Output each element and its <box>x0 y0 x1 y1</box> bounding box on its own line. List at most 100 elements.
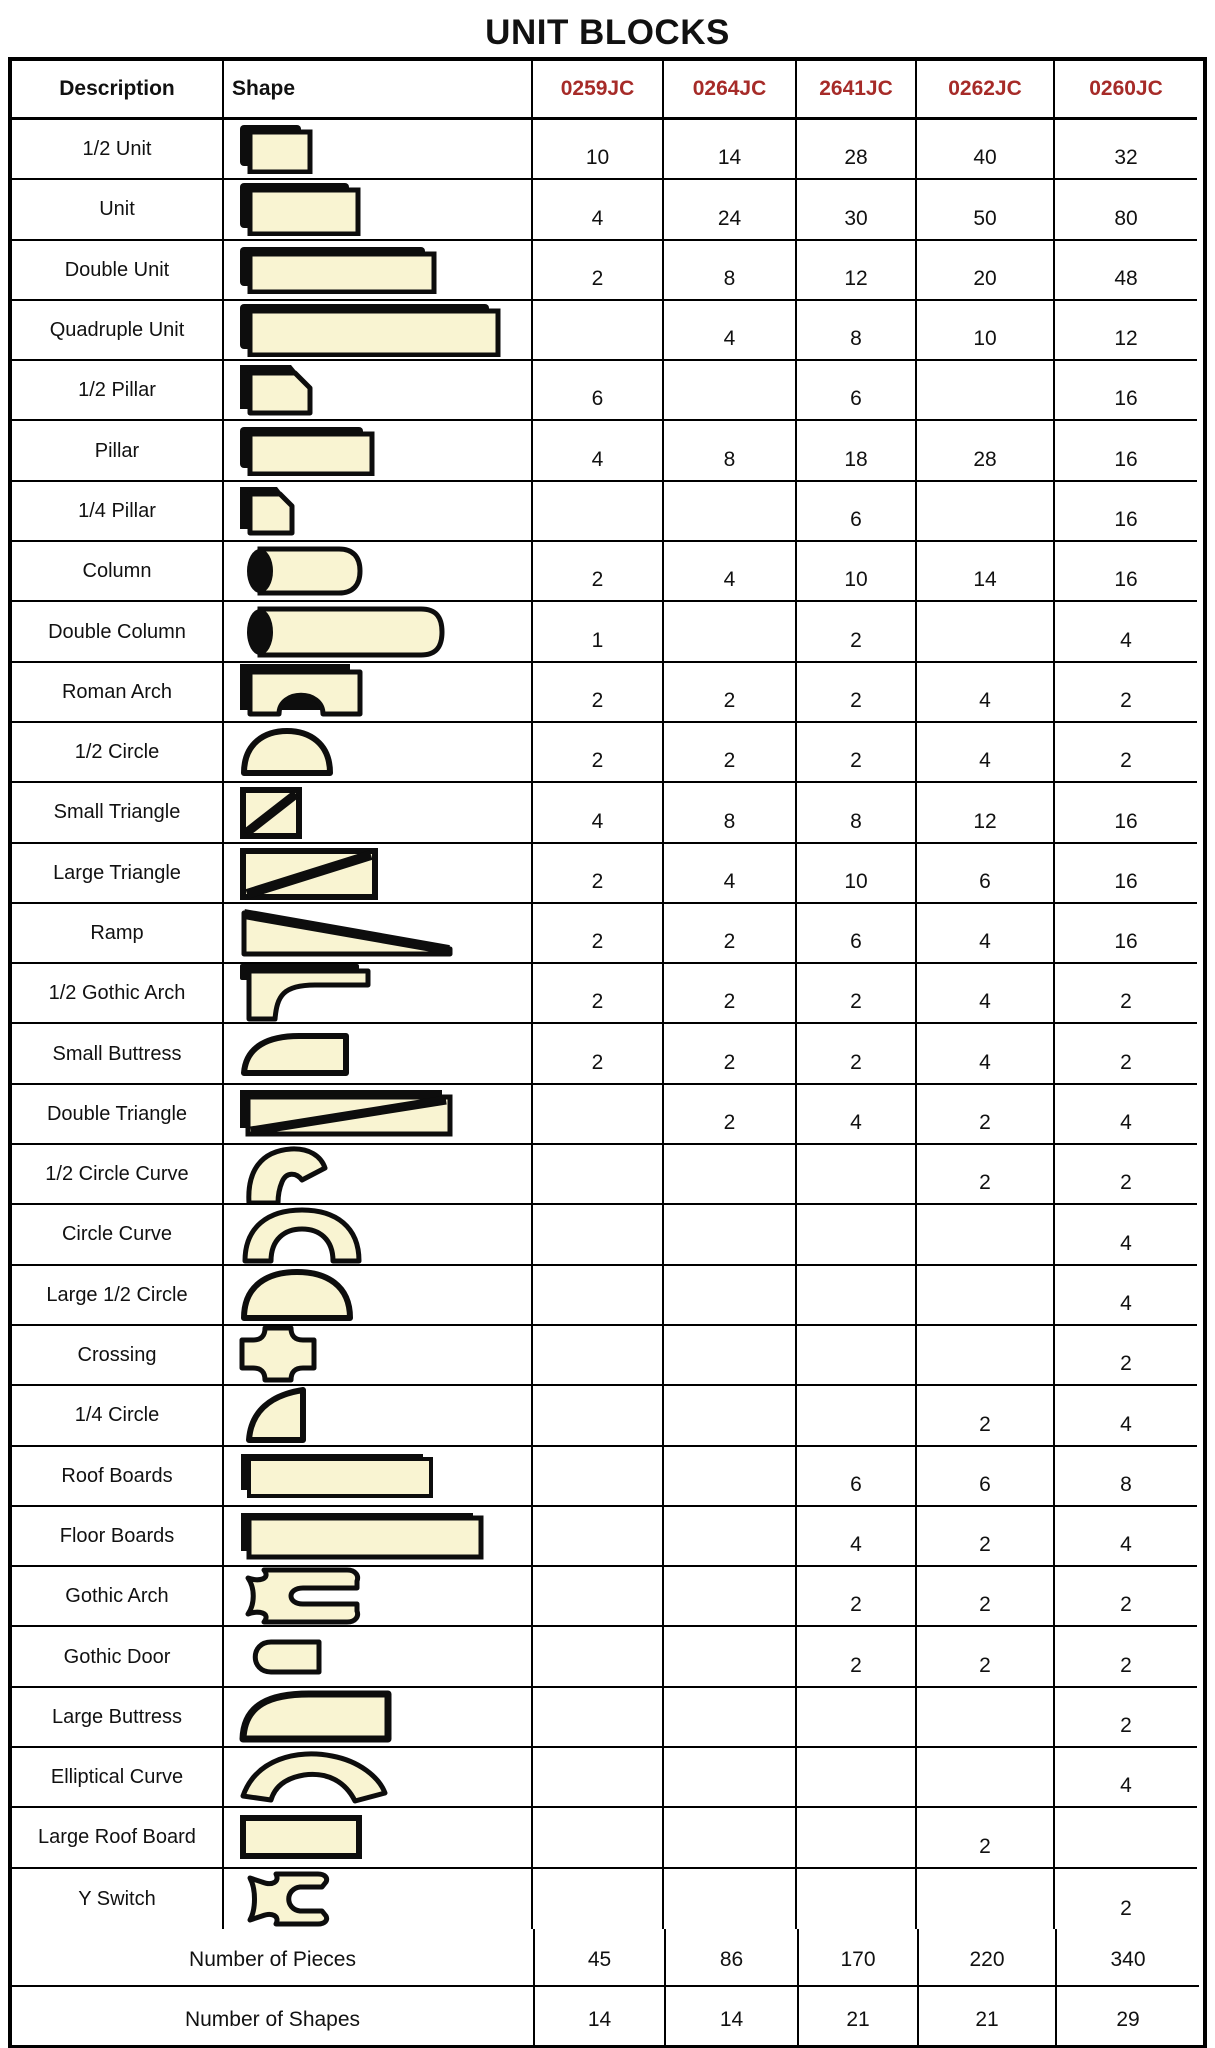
quantity-cell: 2 <box>1055 1145 1197 1206</box>
quantity-cell <box>664 1446 797 1507</box>
quantity-cell: 4 <box>664 843 797 904</box>
quantity-cell: 2 <box>664 1084 797 1146</box>
block-description: Roof Boards <box>12 1446 224 1507</box>
table-row: Large 1/2 Circle 4 <box>12 1265 1203 1326</box>
quantity-cell <box>664 1627 797 1688</box>
table-row: Unit 4 24 30 50 80 <box>12 180 1203 241</box>
table-body: 1/2 Unit 10 14 28 40 32 Unit 4 24 30 50 80 Double Un… <box>12 120 1203 1929</box>
quantity-cell: 2 <box>797 722 917 784</box>
quantity-cell <box>533 481 664 543</box>
quantity-cell <box>664 1687 797 1749</box>
table-row: Gothic Arch 2 2 2 <box>12 1567 1203 1628</box>
quadruple-unit-block-icon <box>224 300 533 362</box>
block-description: Y Switch <box>12 1868 224 1929</box>
quantity-cell: 2 <box>533 903 664 965</box>
quantity-cell: 16 <box>1055 904 1197 965</box>
large-roof-board-block-icon <box>224 1808 533 1869</box>
quantity-cell: 2 <box>917 1386 1055 1447</box>
block-description: Small Buttress <box>12 1024 224 1085</box>
quantity-cell: 4 <box>1055 1507 1197 1568</box>
summary-quantity-cell: 21 <box>799 1986 919 2045</box>
unit-blocks-table: Description Shape 0259JC 0264JC 2641JC 0262… <box>8 57 1207 2048</box>
quantity-cell <box>917 1265 1055 1326</box>
quantity-cell <box>797 1868 917 1929</box>
quantity-cell: 10 <box>797 843 917 904</box>
block-description: Crossing <box>12 1325 224 1387</box>
block-description: 1/4 Pillar <box>12 481 224 543</box>
quantity-cell <box>664 602 797 663</box>
column-header-product-code: 0259JC <box>533 61 664 120</box>
quantity-cell <box>797 1325 917 1387</box>
summary-quantity-cell: 170 <box>799 1928 919 1987</box>
quantity-cell <box>533 1627 664 1688</box>
table-row: Small Triangle 4 8 8 12 16 <box>12 783 1203 844</box>
column-header-product-code: 2641JC <box>797 61 917 120</box>
table-row: Floor Boards 4 2 4 <box>12 1506 1203 1568</box>
block-description: Quadruple Unit <box>12 300 224 362</box>
quantity-cell <box>797 1386 917 1447</box>
quantity-cell <box>533 1506 664 1568</box>
quantity-cell: 1 <box>533 602 664 663</box>
quantity-cell: 16 <box>1055 482 1197 543</box>
quantity-cell: 6 <box>797 903 917 965</box>
unit-block-icon <box>224 180 533 241</box>
block-description: Floor Boards <box>12 1506 224 1568</box>
roman-arch-block-icon <box>224 662 533 723</box>
quantity-cell: 30 <box>797 180 917 241</box>
quantity-cell: 6 <box>797 1446 917 1507</box>
column-header-shape: Shape <box>224 61 533 120</box>
quantity-cell <box>533 1084 664 1146</box>
quantity-cell: 2 <box>533 662 664 723</box>
quantity-cell <box>917 1687 1055 1749</box>
quantity-cell <box>917 602 1055 663</box>
roof-boards-block-icon <box>224 1446 533 1507</box>
quantity-cell: 2 <box>1055 1567 1197 1628</box>
table-row: Roof Boards 6 6 8 <box>12 1446 1203 1507</box>
table-row: Roman Arch 2 2 2 4 2 <box>12 662 1203 723</box>
quantity-cell: 4 <box>1055 1205 1197 1266</box>
summary-quantity-cell: 86 <box>666 1928 799 1987</box>
quantity-cell: 2 <box>1055 723 1197 784</box>
table-row: Large Triangle 2 4 10 6 16 <box>12 843 1203 904</box>
summary-quantity-cell: 45 <box>535 1928 666 1987</box>
quantity-cell: 4 <box>1055 1748 1197 1809</box>
quantity-cell: 2 <box>533 843 664 904</box>
summary-quantity-cell: 14 <box>666 1986 799 2045</box>
quantity-cell <box>664 1808 797 1869</box>
half-gothic-arch-block-icon <box>224 964 533 1025</box>
table-row: 1/2 Circle 2 2 2 4 2 <box>12 722 1203 784</box>
quantity-cell <box>664 481 797 543</box>
summary-quantity-cell: 29 <box>1116 2007 1140 2031</box>
table-row: 1/4 Pillar 6 16 <box>12 481 1203 543</box>
quantity-cell: 6 <box>917 843 1055 904</box>
quantity-cell: 2 <box>533 542 664 603</box>
table-row: 1/2 Gothic Arch 2 2 2 4 2 <box>12 964 1203 1025</box>
quantity-cell <box>664 1265 797 1326</box>
quantity-cell: 4 <box>797 1506 917 1568</box>
quantity-cell: 10 <box>917 300 1055 362</box>
large-half-circle-block-icon <box>224 1265 533 1326</box>
quantity-cell: 4 <box>917 662 1055 723</box>
quantity-cell: 2 <box>917 1627 1055 1688</box>
quantity-cell: 2 <box>797 1024 917 1085</box>
table-row: 1/2 Unit 10 14 28 40 32 <box>12 120 1203 181</box>
quantity-cell: 2 <box>917 1808 1055 1869</box>
quantity-cell: 16 <box>1055 421 1197 482</box>
quantity-cell: 80 <box>1055 180 1197 241</box>
table-row: Ramp 2 2 6 4 16 <box>12 903 1203 965</box>
quantity-cell <box>533 1687 664 1749</box>
quantity-cell: 2 <box>1055 1688 1197 1749</box>
quantity-cell: 28 <box>917 421 1055 482</box>
quantity-cell <box>1055 1808 1197 1869</box>
block-description: 1/2 Gothic Arch <box>12 964 224 1025</box>
half-pillar-block-icon <box>224 361 533 422</box>
summary-quantity-cell: 340 <box>1057 1929 1199 1987</box>
quantity-cell: 2 <box>917 1567 1055 1628</box>
quantity-cell: 20 <box>917 240 1055 301</box>
quantity-cell <box>664 361 797 422</box>
quantity-cell: 16 <box>1055 844 1197 904</box>
quantity-cell: 40 <box>917 120 1055 181</box>
summary-label: Number of Pieces <box>12 1928 535 1987</box>
quantity-cell: 2 <box>797 602 917 663</box>
block-description: Circle Curve <box>12 1205 224 1266</box>
